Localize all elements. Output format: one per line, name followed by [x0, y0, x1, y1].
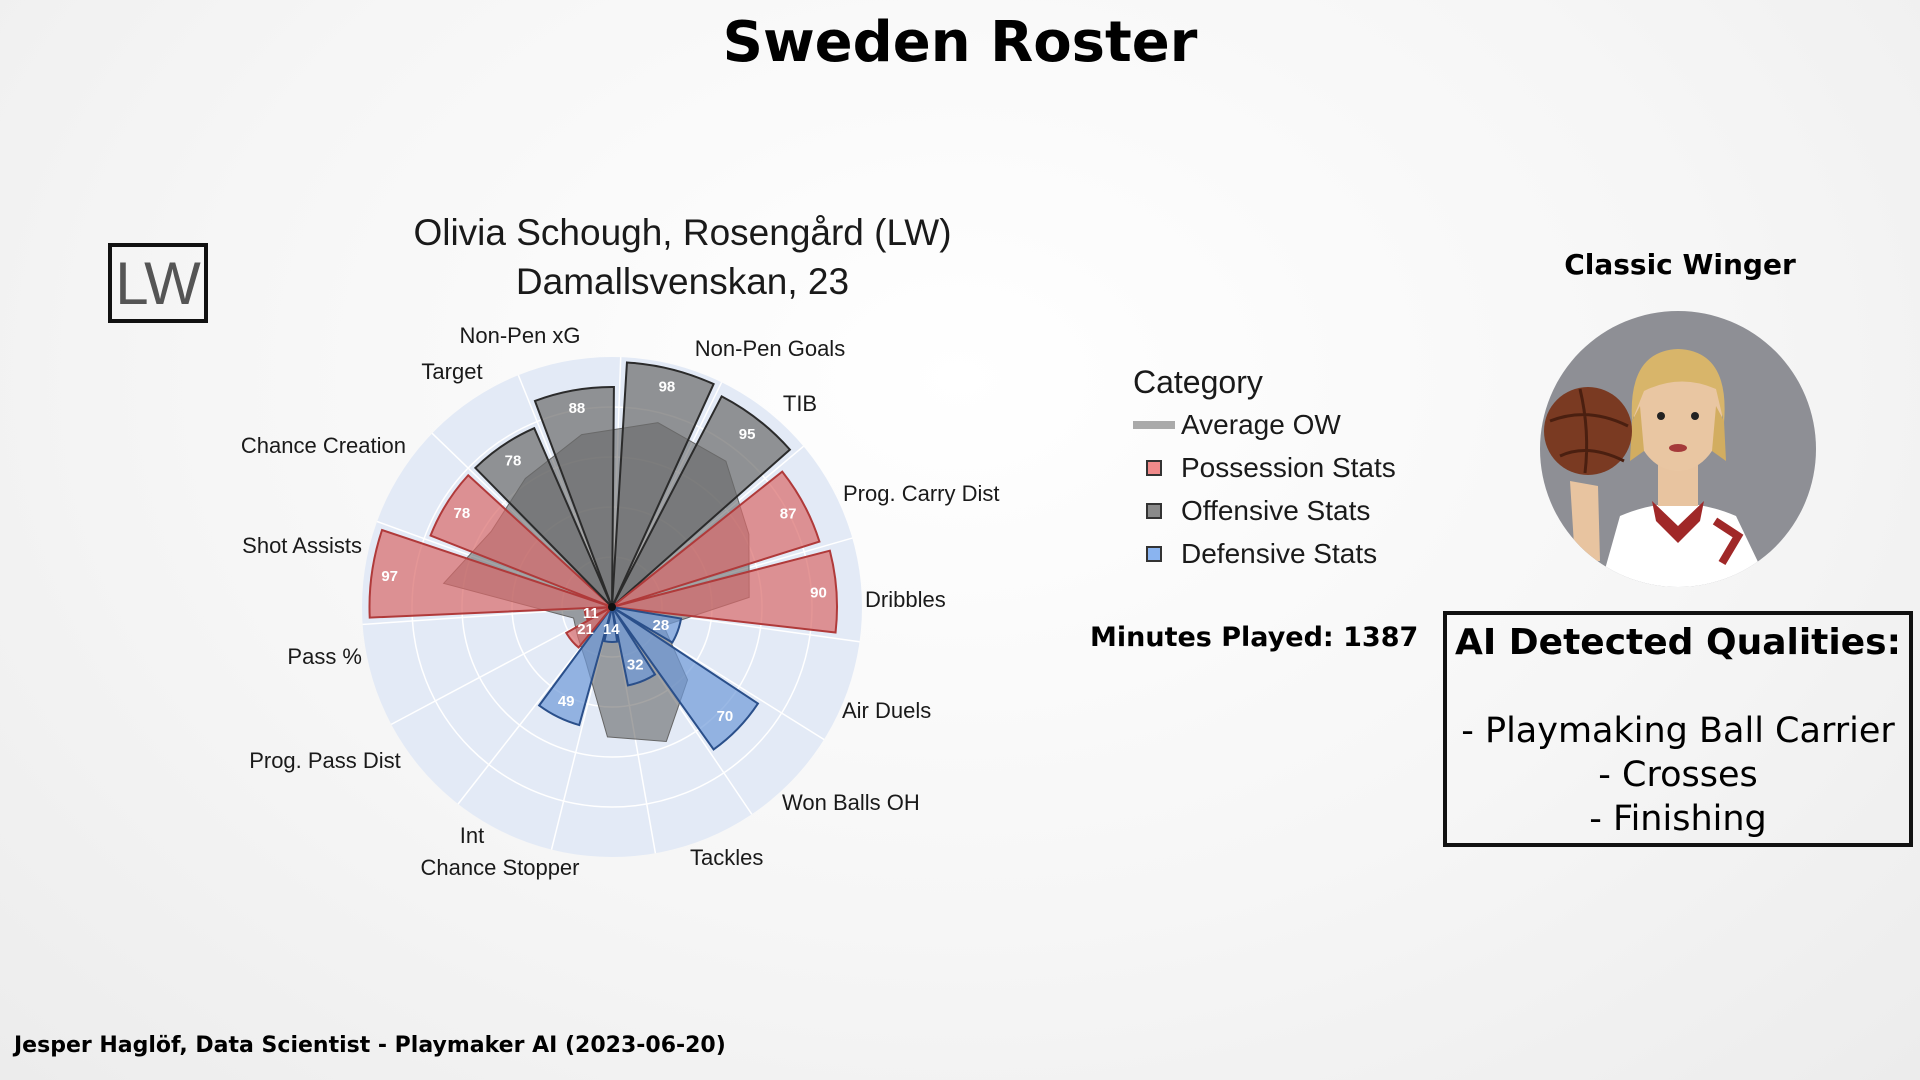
- data-label: 70: [717, 708, 734, 725]
- data-label: 95: [739, 426, 756, 443]
- chart-title-player: Olivia Schough, Rosengård (LW): [413, 212, 952, 253]
- legend-item-possession: Possession Stats: [1133, 446, 1396, 489]
- category-label: Pass %: [287, 644, 362, 669]
- bar-offensive: [611, 394, 792, 608]
- footer-credit: Jesper Haglöf, Data Scientist - Playmake…: [14, 1033, 726, 1058]
- bar-defensive: [611, 606, 683, 644]
- player-avatar: [1540, 311, 1816, 587]
- ai-qualities-box: AI Detected Qualities: - Playmaking Ball…: [1443, 611, 1913, 847]
- data-label: 78: [454, 505, 471, 522]
- data-label: 78: [505, 452, 522, 469]
- category-label: Prog. Carry Dist: [843, 481, 999, 506]
- data-label: 11: [583, 605, 599, 622]
- minutes-played: Minutes Played: 1387: [1090, 622, 1419, 653]
- legend-label-average: Average OW: [1181, 408, 1341, 440]
- category-label: Tackles: [690, 845, 763, 870]
- legend-swatch-offensive: [1146, 502, 1162, 519]
- category-label: Non-Pen Goals: [695, 336, 845, 361]
- bar-defensive: [537, 606, 613, 727]
- legend-label-possession: Possession Stats: [1181, 451, 1396, 483]
- data-label: 98: [659, 379, 676, 396]
- legend-label-offensive: Offensive Stats: [1181, 494, 1371, 526]
- category-label: Won Balls OH: [782, 790, 920, 815]
- category-label: Int: [460, 823, 484, 848]
- category-label: TIB: [783, 391, 817, 416]
- category-label: Chance Creation: [241, 433, 406, 458]
- bar-possession: [611, 549, 838, 634]
- data-label: 88: [569, 400, 586, 417]
- data-label: 87: [780, 505, 797, 522]
- data-label: 14: [603, 621, 620, 638]
- legend-item-offensive: Offensive Stats: [1133, 489, 1396, 532]
- bar-possession: [429, 473, 613, 608]
- bar-offensive: [611, 361, 715, 608]
- bar-possession: [564, 606, 613, 649]
- data-label: 28: [653, 617, 670, 634]
- bar-possession: [368, 528, 613, 619]
- category-label: Chance Stopper: [421, 855, 580, 880]
- category-label: Shot Assists: [242, 533, 362, 558]
- category-label: Prog. Pass Dist: [249, 748, 401, 773]
- bar-defensive: [603, 606, 619, 643]
- category-label: Target: [421, 359, 482, 384]
- data-label: 49: [558, 693, 575, 710]
- quality-item: - Playmaking Ball Carrier: [1461, 711, 1895, 751]
- bar-offensive: [533, 386, 615, 608]
- archetype-label: Classic Winger: [1564, 248, 1796, 281]
- legend-item-average: Average OW: [1133, 403, 1396, 446]
- legend-swatch-defensive: [1146, 545, 1162, 562]
- data-label: 32: [627, 656, 644, 673]
- data-label: 97: [381, 568, 398, 585]
- position-badge: LW: [108, 243, 208, 323]
- legend-label-defensive: Defensive Stats: [1181, 537, 1378, 569]
- chart-legend: Category Average OW Possession Stats Off…: [1133, 364, 1396, 575]
- data-label: 21: [577, 621, 594, 638]
- legend-title: Category: [1133, 364, 1263, 400]
- legend-swatch-average: [1133, 420, 1175, 429]
- category-label: Dribbles: [865, 587, 946, 612]
- chart-title: Olivia Schough, Rosengård (LW) Damallsve…: [340, 208, 1025, 306]
- page-title: Sweden Roster: [722, 10, 1198, 75]
- ai-qualities-title: AI Detected Qualities:: [1455, 622, 1901, 663]
- bar-defensive: [611, 606, 760, 751]
- category-label: Air Duels: [842, 698, 931, 723]
- legend-swatch-possession: [1146, 459, 1162, 476]
- chart-center: [608, 603, 616, 611]
- quality-item: - Finishing: [1589, 799, 1767, 839]
- category-label: Non-Pen xG: [459, 323, 580, 348]
- legend-item-defensive: Defensive Stats: [1133, 532, 1396, 575]
- quality-item: - Crosses: [1598, 755, 1758, 795]
- data-label: 90: [810, 585, 827, 602]
- bar-possession: [583, 606, 613, 621]
- chart-subtitle-league: Damallsvenskan, 23: [515, 261, 850, 302]
- bar-defensive: [611, 606, 657, 687]
- bar-offensive: [473, 426, 613, 608]
- bar-possession: [611, 470, 821, 608]
